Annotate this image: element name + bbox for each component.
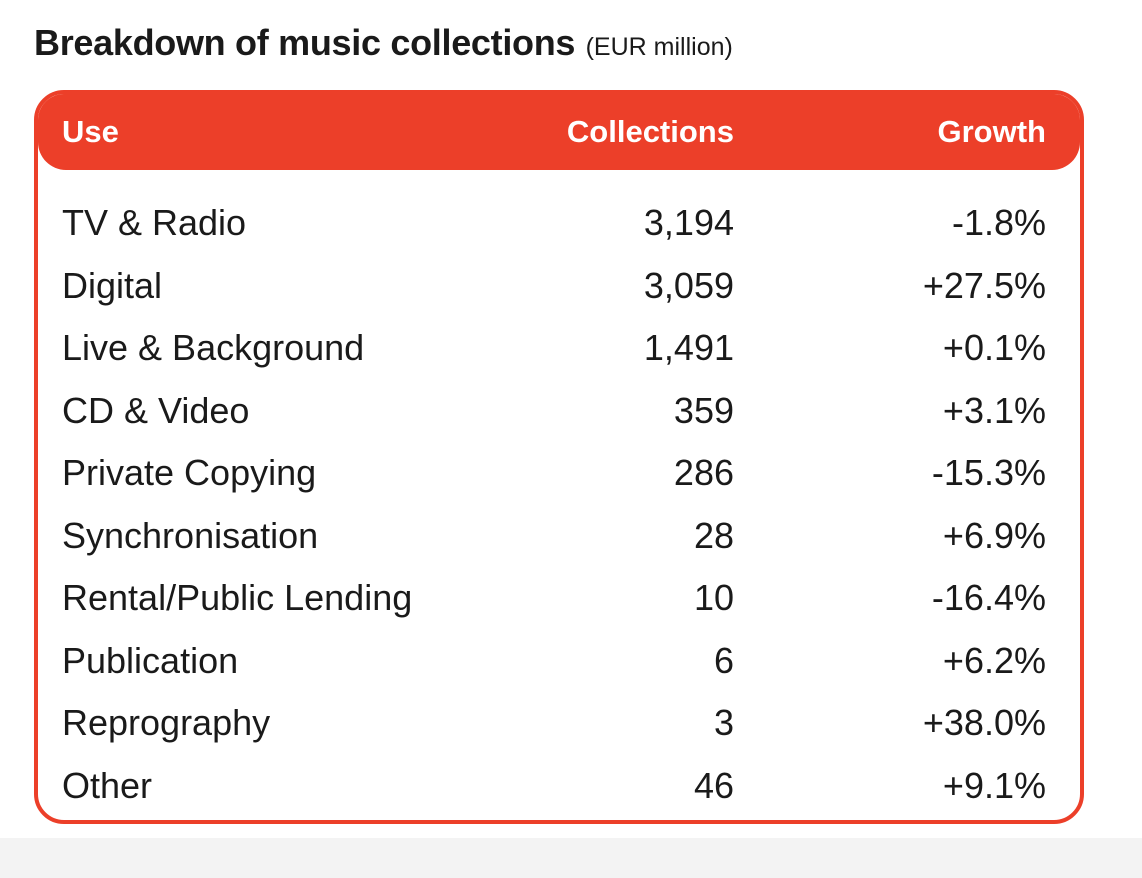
collections-cell: 359: [673, 389, 734, 431]
table-header: Use Collections Growth: [38, 94, 1080, 170]
growth-cell: +6.9%: [942, 514, 1046, 556]
growth-cell: +27.5%: [922, 264, 1046, 306]
use-cell: Publication: [62, 639, 239, 681]
collections-cell: 286: [673, 452, 734, 493]
growth-cell: -16.4%: [931, 577, 1046, 618]
growth-cell: +0.1%: [942, 327, 1046, 368]
growth-cell: +9.1%: [942, 764, 1046, 806]
growth-cell: -15.3%: [931, 452, 1046, 493]
use-cell: Digital: [62, 264, 163, 306]
collections-table: Use Collections Growth TV & Radio 3,194 -1…: [34, 90, 1084, 824]
table-row: Reprography 3 +38.0%: [38, 696, 1080, 759]
table-row: Publication 6 +6.2%: [38, 634, 1080, 697]
collections-cell: 1,491: [643, 327, 734, 368]
table-row: Live & Background 1,491 +0.1%: [38, 321, 1080, 384]
use-cell: Rental/Public Lending: [62, 577, 413, 618]
table-row: Rental/Public Lending 10 -16.4%: [38, 571, 1080, 634]
column-header-growth: Growth: [937, 114, 1047, 149]
column-header-collections: Collections: [566, 114, 734, 149]
table-row: Other 46 +9.1%: [38, 759, 1080, 821]
table-row: CD & Video 359 +3.1%: [38, 384, 1080, 447]
table-row: Digital 3,059 +27.5%: [38, 259, 1080, 322]
collections-cell: 10: [693, 577, 734, 618]
collections-cell: 28: [693, 514, 734, 556]
growth-cell: +38.0%: [922, 702, 1046, 743]
chart-title: Breakdown of music collections: [34, 22, 576, 63]
table-row: Private Copying 286 -15.3%: [38, 446, 1080, 509]
collections-cell: 3: [713, 702, 734, 743]
use-cell: TV & Radio: [62, 202, 247, 243]
use-cell: Other: [62, 764, 153, 806]
column-header-use: Use: [62, 114, 119, 149]
growth-cell: -1.8%: [951, 202, 1046, 243]
table-row: Synchronisation 28 +6.9%: [38, 509, 1080, 572]
table-body: TV & Radio 3,194 -1.8% Digital 3,059 +27.5% Li…: [38, 196, 1080, 821]
growth-cell: +6.2%: [942, 639, 1046, 681]
table-row: TV & Radio 3,194 -1.8%: [38, 196, 1080, 259]
use-cell: Private Copying: [62, 452, 317, 493]
page-bottom-strip: [0, 838, 1142, 878]
growth-cell: +3.1%: [942, 389, 1046, 431]
chart-title-row: Breakdown of music collections (EUR mill…: [34, 22, 733, 64]
collections-cell: 46: [693, 764, 734, 806]
use-cell: Live & Background: [62, 327, 365, 368]
collections-cell: 6: [713, 639, 734, 681]
chart-unit: (EUR million): [585, 33, 733, 61]
collections-cell: 3,059: [643, 264, 734, 306]
use-cell: CD & Video: [62, 389, 250, 431]
use-cell: Synchronisation: [62, 514, 319, 556]
use-cell: Reprography: [62, 702, 271, 743]
collections-cell: 3,194: [643, 202, 734, 243]
